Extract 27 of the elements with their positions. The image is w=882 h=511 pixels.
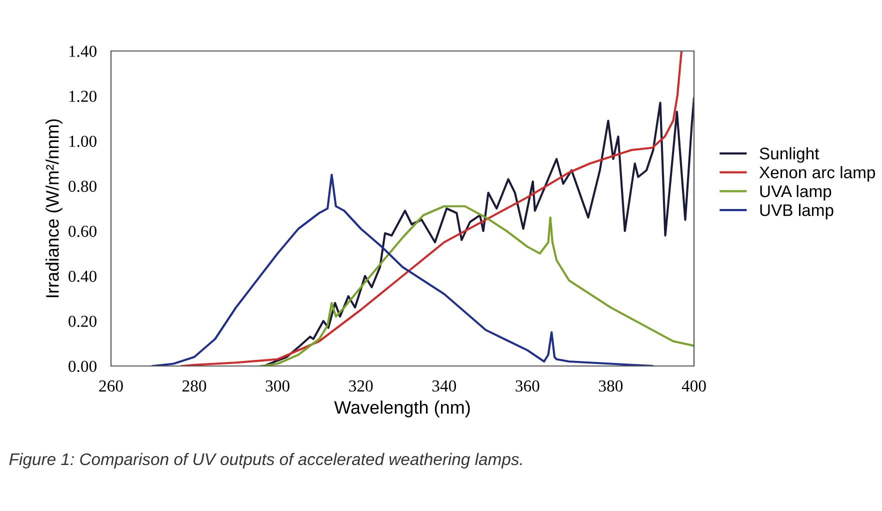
- x-tick-label: 340: [432, 380, 456, 392]
- y-tick-label: 1.20: [69, 90, 96, 102]
- y-tick-label: 1.40: [69, 46, 96, 58]
- x-tick-label: 260: [99, 380, 123, 392]
- y-tick-label: 0.60: [68, 226, 96, 238]
- legend-label: UVB lamp: [760, 204, 834, 220]
- legend-label: Sunlight: [760, 147, 820, 163]
- y-tick-label: 0.20: [68, 316, 96, 328]
- x-tick-label: 400: [682, 380, 706, 392]
- y-tick-label: 0.00: [68, 360, 96, 372]
- y-tick-label: 1.00: [69, 136, 96, 148]
- x-tick-label: 360: [516, 380, 540, 392]
- legend-label: Xenon arc lamp: [759, 166, 876, 182]
- caption: Figure 1: Comparison of UV outputs of accelerated weathering lamps.: [9, 452, 522, 468]
- x-tick-label: 320: [349, 380, 373, 392]
- x-tick-label: 380: [599, 380, 623, 392]
- line-series: [266, 97, 694, 366]
- legend-label: UVA lamp: [760, 184, 832, 201]
- y-axis-title: Irradiance (W/m²/nnm): [46, 119, 62, 298]
- line-series: [260, 205, 694, 366]
- x-tick-label: 280: [182, 380, 206, 392]
- y-tick-label: 0.80: [68, 180, 96, 192]
- x-axis-title: Wavelength (nm): [334, 400, 470, 418]
- y-tick-label: 0.40: [68, 270, 96, 282]
- line-series: [180, 51, 683, 366]
- x-tick-label: 300: [266, 380, 290, 392]
- line-series: [152, 174, 654, 366]
